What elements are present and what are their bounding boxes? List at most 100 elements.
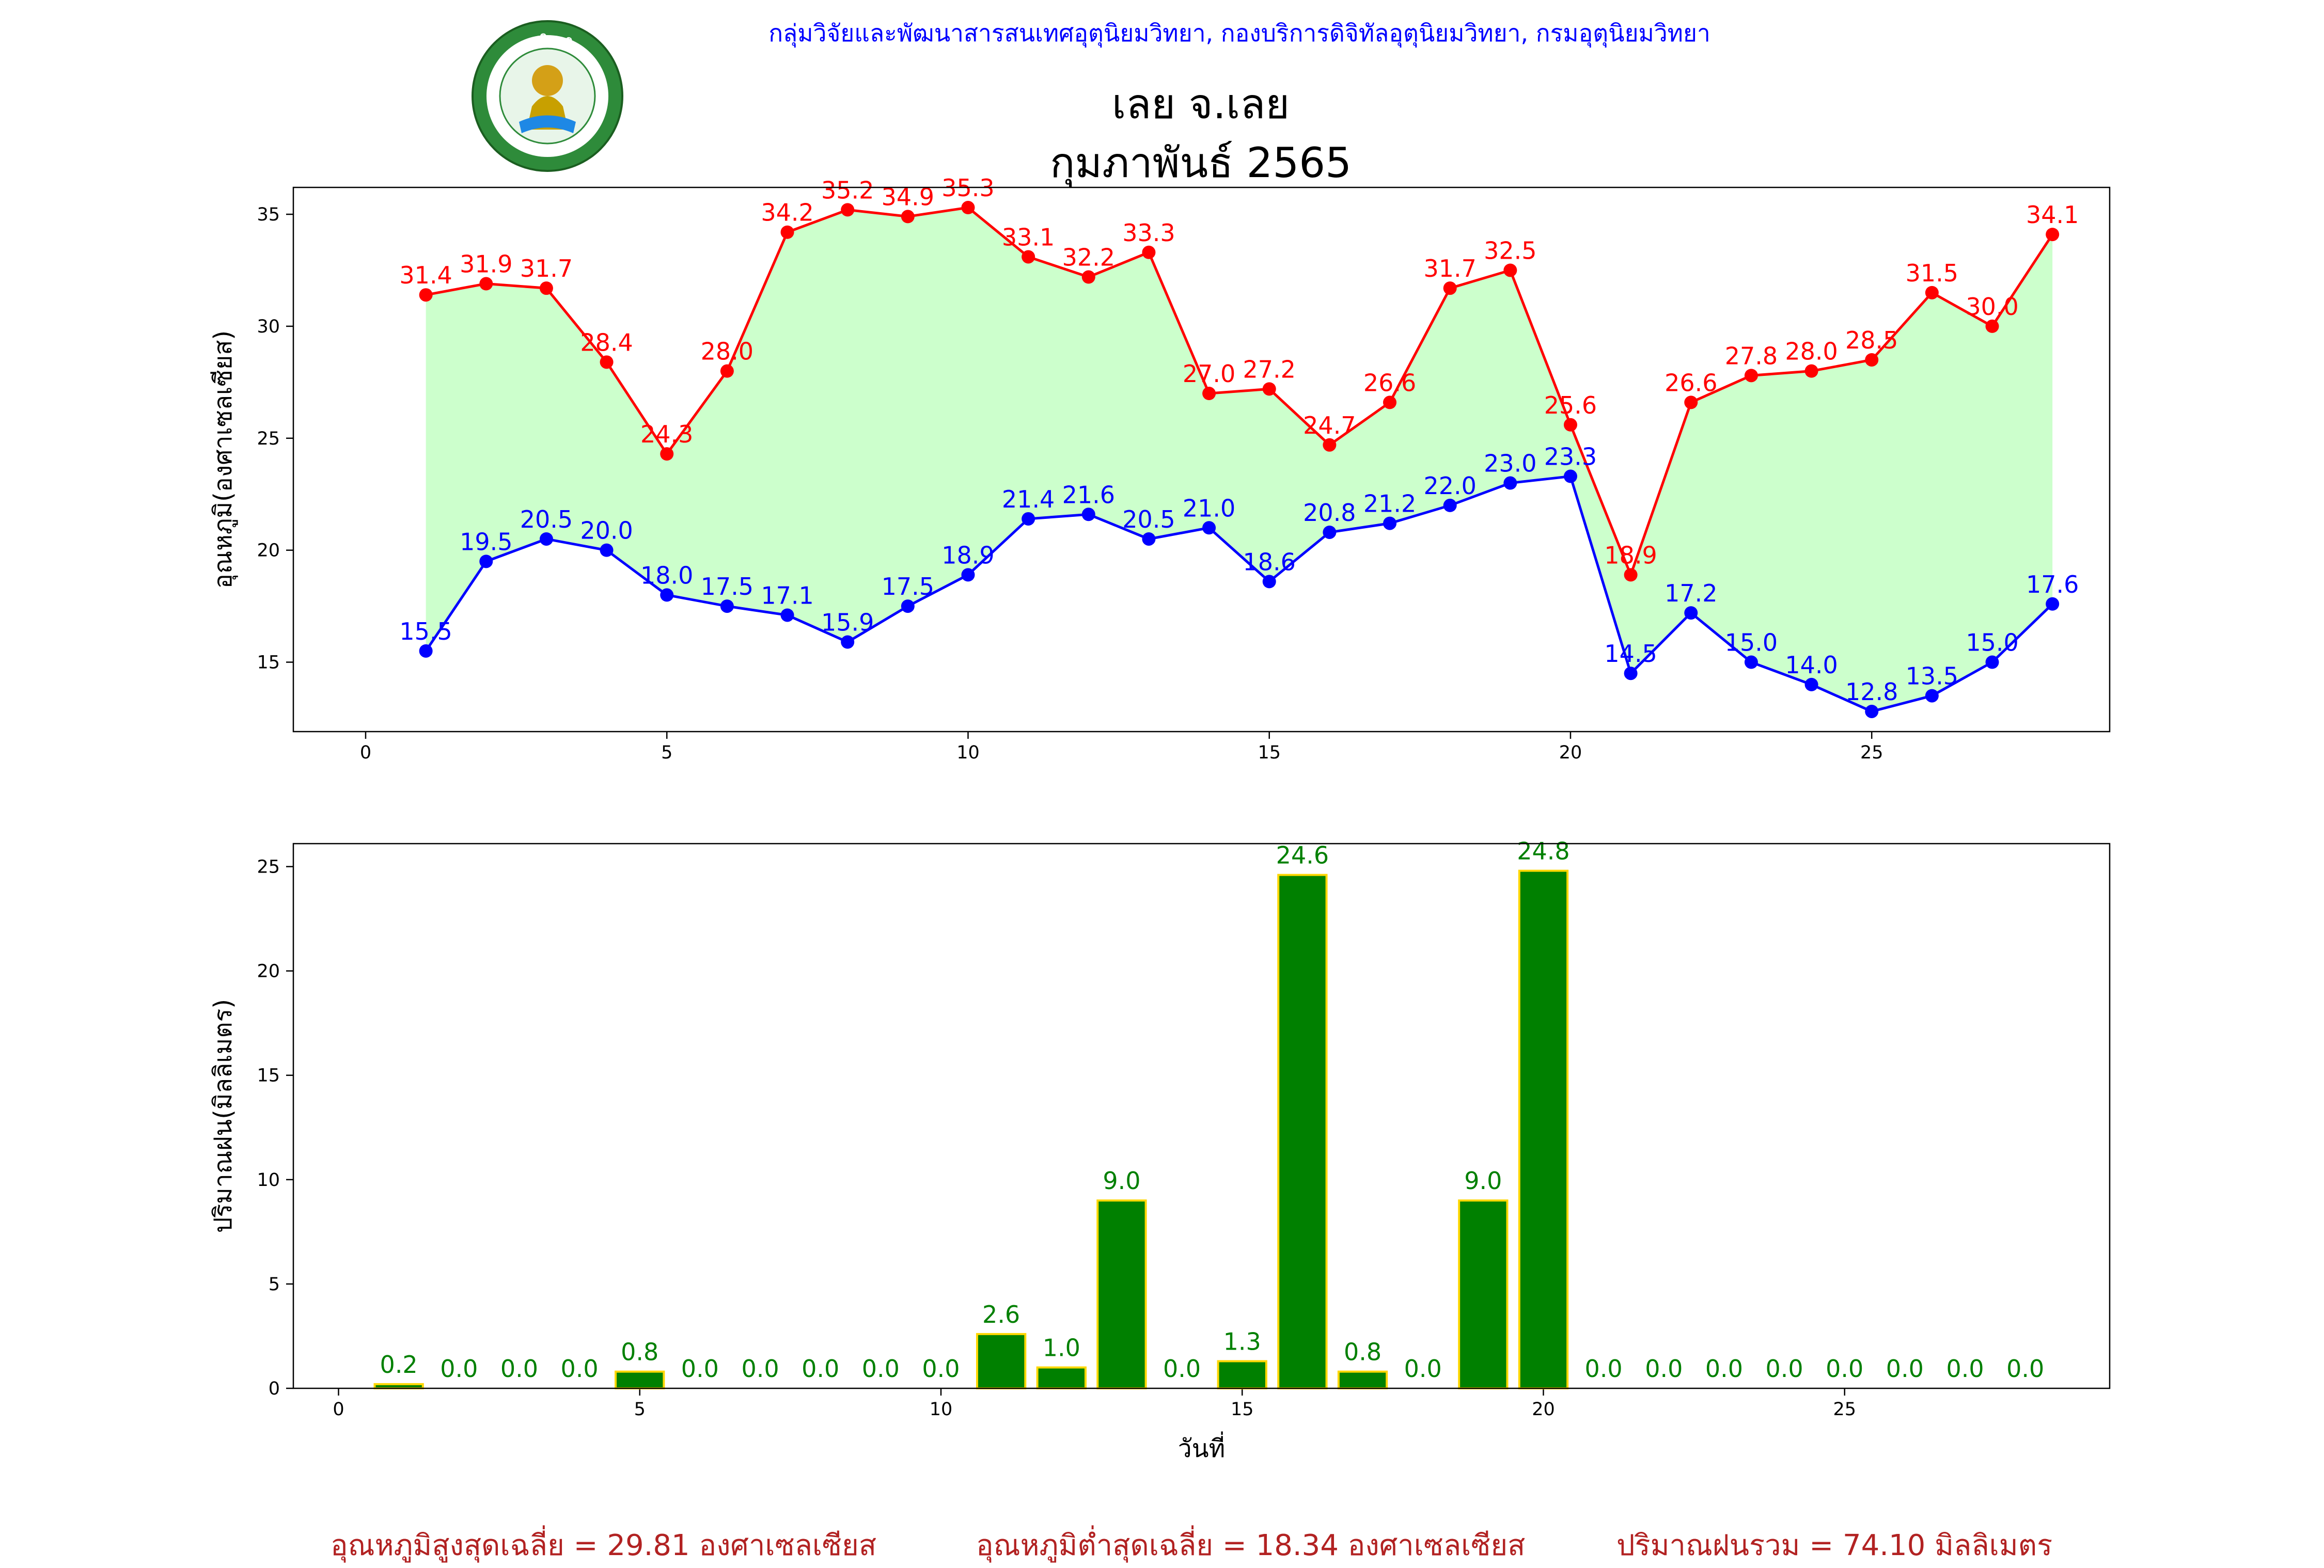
rain-bar <box>1217 1360 1267 1390</box>
rain-value-label: 9.0 <box>1103 1167 1140 1195</box>
temp-min-point <box>1323 525 1337 539</box>
temp-min-point <box>419 644 433 658</box>
temp-max-line <box>426 206 2054 579</box>
temp-min-value-label: 14.0 <box>1785 651 1838 679</box>
temp-min-point <box>1383 516 1397 530</box>
temp-max-point <box>660 447 674 461</box>
temp-max-value-label: 34.1 <box>2026 201 2079 229</box>
temp-max-value-label: 34.2 <box>761 199 813 227</box>
temp-max-value-label: 26.6 <box>1665 369 1717 397</box>
temp-min-point <box>1262 575 1276 589</box>
temp-min-value-label: 12.8 <box>1845 678 1898 706</box>
temp-min-value-label: 17.2 <box>1665 579 1717 607</box>
temp-max-point <box>1684 395 1698 409</box>
temp-min-value-label: 21.0 <box>1183 494 1235 522</box>
rain-bar <box>1096 1199 1147 1389</box>
temp-max-point <box>1925 286 1939 299</box>
rain-value-label: 0.2 <box>380 1351 418 1379</box>
summary-avg-max: อุณหภูมิสูงสุดเฉลี่ย = 29.81 องศาเซลเซีย… <box>331 1529 877 1562</box>
rain-value-label: 0.8 <box>1344 1338 1381 1366</box>
temp-max-point <box>1142 245 1156 259</box>
temp-max-value-label: 31.4 <box>399 261 452 289</box>
temp-min-point <box>1925 689 1939 703</box>
temp-max-value-label: 27.8 <box>1725 342 1778 370</box>
temp-max-value-label: 33.3 <box>1122 219 1175 247</box>
temp-min-value-label: 17.1 <box>761 581 813 609</box>
rain-chart-x-tick-label: 25 <box>1833 1399 1856 1420</box>
temp-min-value-label: 14.5 <box>1604 640 1657 668</box>
rain-value-label: 0.0 <box>1645 1355 1683 1383</box>
temp-min-point <box>1022 512 1035 526</box>
temp-min-line <box>425 474 2053 713</box>
temp-max-point <box>720 364 734 378</box>
rain-chart-x-tick-label: 5 <box>634 1399 646 1420</box>
temp-max-point <box>2046 228 2060 242</box>
temp-max-value-label: 32.2 <box>1062 243 1115 271</box>
rain-chart-y-tick-label: 20 <box>257 961 280 982</box>
department-logo: กรมอุตุนิยมวิทยา METEOROLOGICAL DEPARTME… <box>472 20 623 172</box>
temp-min-point <box>901 599 915 613</box>
temp-min-point <box>1624 667 1638 680</box>
rain-value-label: 0.0 <box>741 1355 779 1383</box>
temp-max-value-label: 24.7 <box>1303 411 1356 439</box>
temp-chart-x-tick-label: 20 <box>1559 742 1582 763</box>
temp-max-value-label: 31.7 <box>520 255 573 282</box>
temp-min-point <box>1081 508 1095 521</box>
rain-chart-x-tick-label: 10 <box>930 1399 953 1420</box>
temp-max-point <box>841 203 855 217</box>
temp-min-value-label: 15.9 <box>821 609 874 637</box>
temp-min-value-label: 18.6 <box>1243 548 1296 576</box>
rain-value-label: 0.0 <box>922 1355 960 1383</box>
rain-bar <box>1518 869 1569 1389</box>
temp-min-point <box>1503 476 1517 490</box>
temp-min-point <box>1865 704 1879 718</box>
agency-line: กลุ่มวิจัยและพัฒนาสารสนเทศอุตุนิยมวิทยา,… <box>768 19 1710 47</box>
temp-max-point <box>1022 250 1035 264</box>
temp-min-value-label: 17.5 <box>701 573 753 600</box>
temp-max-value-label: 24.3 <box>640 420 693 448</box>
temp-min-value-label: 13.5 <box>1906 662 1958 690</box>
rain-bar <box>1036 1366 1087 1390</box>
rain-value-label: 0.0 <box>1705 1355 1743 1383</box>
temp-min-point <box>539 532 553 546</box>
temp-chart-y-tick-label: 20 <box>257 541 280 561</box>
temp-min-value-label: 20.8 <box>1303 499 1356 527</box>
temp-max-value-label: 26.6 <box>1363 369 1416 397</box>
rain-value-label: 0.0 <box>2006 1355 2044 1383</box>
rain-bar <box>1277 874 1328 1389</box>
rain-value-label: 24.8 <box>1517 837 1569 865</box>
temp-min-value-label: 15.0 <box>1966 629 2018 657</box>
temp-chart-frame <box>292 186 2111 733</box>
temp-max-point <box>1443 281 1457 295</box>
temp-max-point <box>1744 369 1758 383</box>
temp-min-value-label: 15.5 <box>399 617 452 645</box>
temp-min-value-label: 22.0 <box>1423 472 1476 500</box>
rain-chart-y-tick-label: 15 <box>257 1066 280 1086</box>
rain-chart-y-tick-label: 0 <box>269 1379 280 1399</box>
temp-min-point <box>479 555 493 568</box>
temp-max-value-label: 18.9 <box>1604 541 1657 569</box>
temp-chart-x-tick-label: 25 <box>1860 742 1883 763</box>
temp-max-point <box>1563 418 1577 432</box>
temp-min-value-label: 20.5 <box>520 505 573 533</box>
temp-min-value-label: 20.5 <box>1122 505 1175 533</box>
rain-value-label: 0.0 <box>1404 1355 1442 1383</box>
temp-max-point <box>1804 364 1818 378</box>
temp-min-value-label: 15.0 <box>1725 629 1778 657</box>
rain-value-label: 0.0 <box>561 1355 599 1383</box>
temp-min-point <box>1985 655 1999 669</box>
summary-total-rain: ปริมาณฝนรวม = 74.10 มิลลิเมตร <box>1616 1529 2053 1562</box>
rain-chart-x-tick-label: 0 <box>333 1399 344 1420</box>
rain-value-label: 0.0 <box>1886 1355 1924 1383</box>
temp-max-value-label: 32.5 <box>1484 236 1536 264</box>
rain-bar <box>976 1333 1027 1390</box>
temp-max-value-label: 28.0 <box>701 338 753 366</box>
chart-title-station: เลย จ.เลย <box>1111 80 1290 128</box>
temp-chart-x-tick-label: 5 <box>661 742 672 763</box>
temp-max-value-label: 27.0 <box>1183 360 1235 388</box>
rain-value-label: 0.0 <box>802 1355 839 1383</box>
temp-max-point <box>1081 270 1095 284</box>
temp-min-point <box>660 588 674 602</box>
temp-min-point <box>1202 521 1216 535</box>
temp-max-value-label: 28.0 <box>1785 338 1838 366</box>
